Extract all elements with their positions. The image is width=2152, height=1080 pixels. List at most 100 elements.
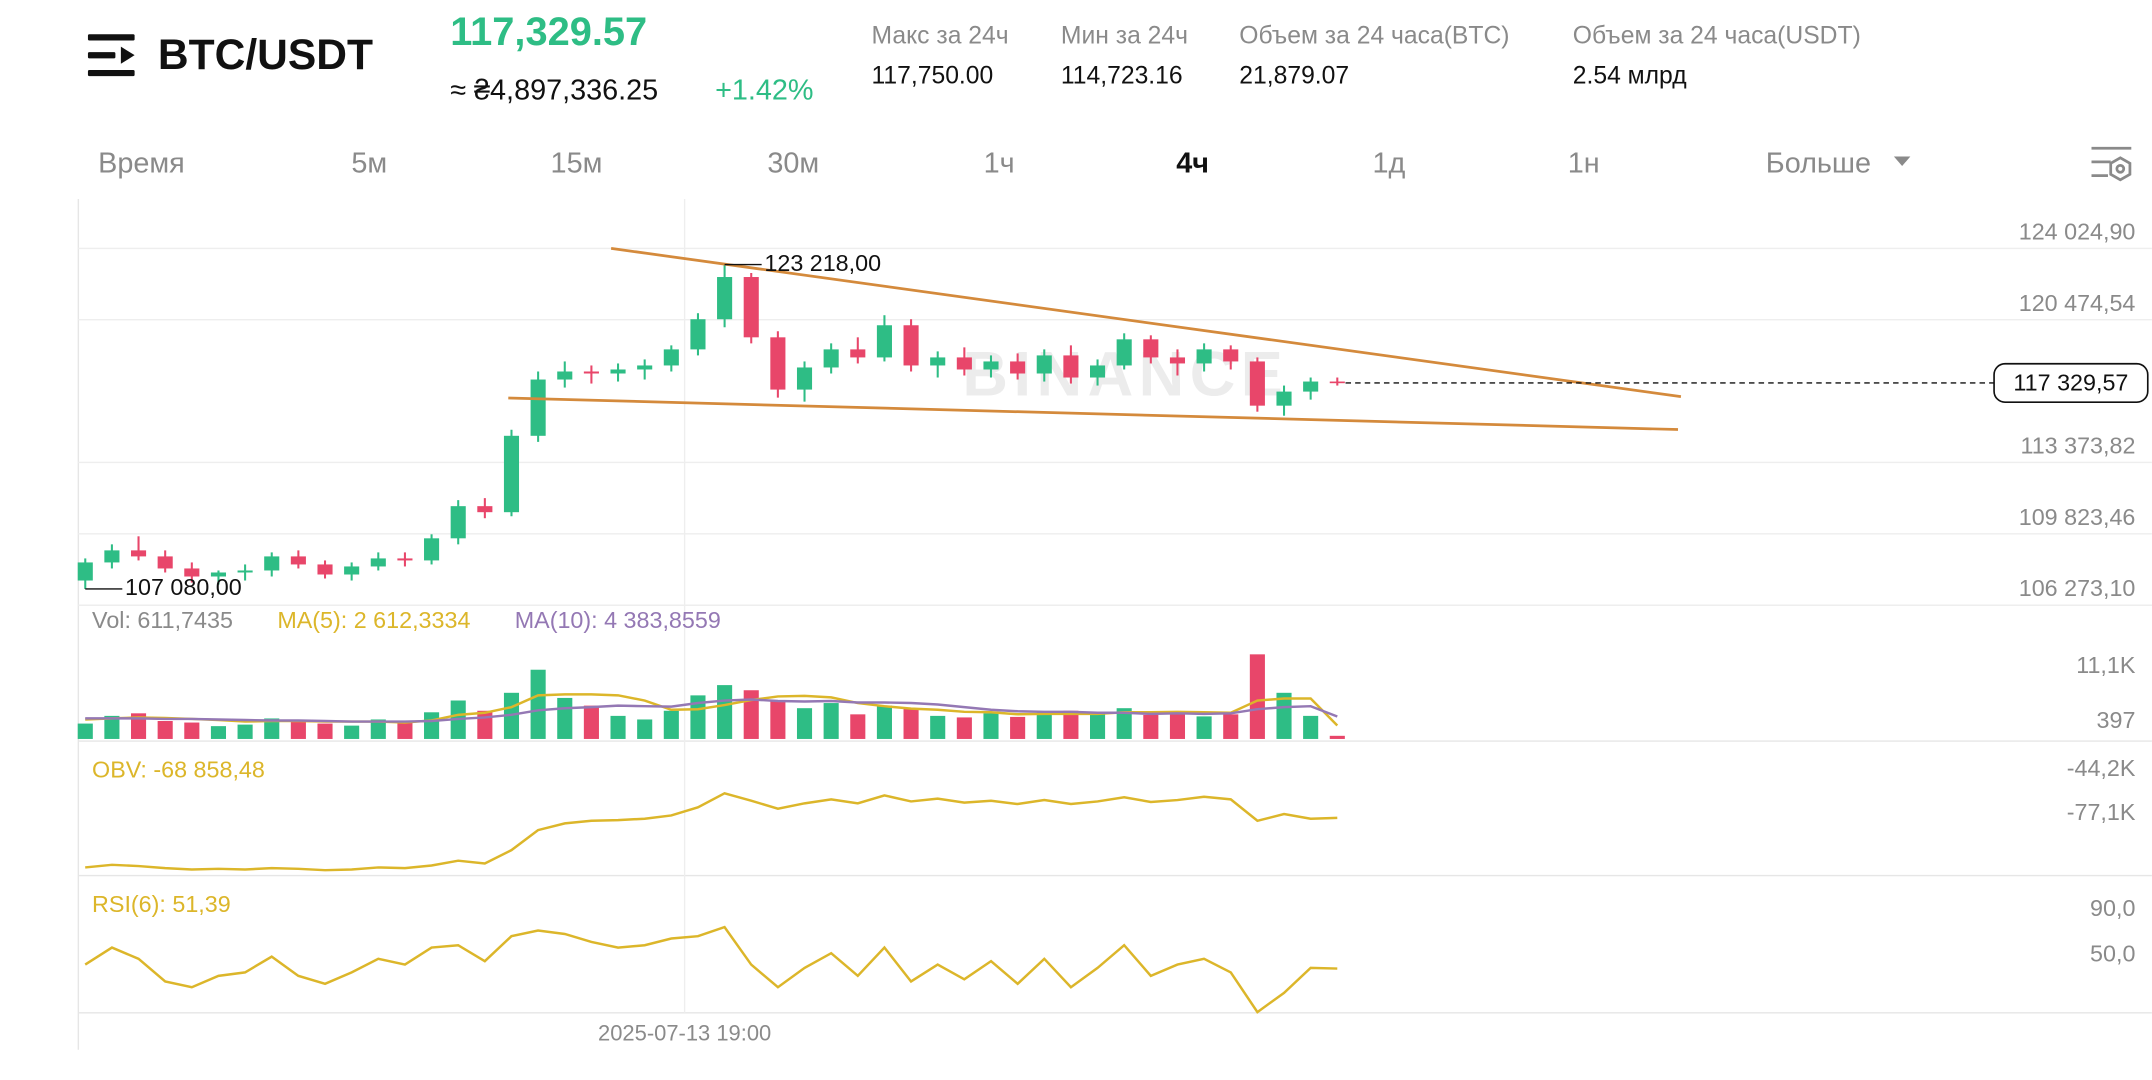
y-tick-label: 120 474,54 — [2019, 290, 2136, 316]
icon-dot — [2115, 163, 2126, 174]
menu-bar — [87, 52, 116, 59]
candle-body — [317, 564, 333, 575]
volume-bar — [1010, 716, 1026, 739]
stat-label: Мин за 24ч — [1061, 23, 1188, 50]
stat-label: Объем за 24 часа(BTC) — [1239, 23, 1509, 50]
volume-bar — [796, 708, 813, 739]
volume-bar — [1116, 708, 1132, 739]
volume-bar — [130, 713, 147, 739]
volume-bar — [237, 724, 253, 739]
legend-label: OBV: -68 858,48 — [92, 756, 265, 782]
volume-bar — [823, 703, 839, 739]
stat-value: 21,879.07 — [1239, 62, 1349, 89]
candle-body — [717, 277, 733, 320]
more-caret — [1893, 156, 1911, 167]
candle-body — [530, 379, 546, 436]
candle-body — [956, 357, 972, 370]
y-tick-label: -77,1K — [2067, 799, 2136, 825]
trend-line — [508, 396, 1679, 431]
candle-body — [1169, 357, 1186, 364]
indicator-line — [84, 925, 1338, 1014]
volume-bar — [1063, 710, 1079, 739]
price-change: +1.42% — [715, 75, 813, 107]
volume-bar — [1303, 715, 1319, 739]
volume-bar — [770, 700, 786, 739]
interval-tab[interactable]: 4ч — [1176, 147, 1209, 179]
legend-label: Vol: 611,7435 — [92, 607, 233, 633]
interval-tab[interactable]: 1д — [1372, 147, 1405, 179]
icon-hex — [2109, 156, 2132, 182]
candle-body — [1143, 339, 1159, 358]
volume-bar — [956, 717, 972, 739]
volume-bar — [663, 710, 679, 739]
candle-body — [370, 558, 386, 567]
candle-body — [583, 371, 599, 374]
volume-bar — [743, 690, 759, 739]
candle-body — [983, 361, 999, 370]
volume-bar — [690, 695, 706, 739]
volume-bar — [1143, 714, 1159, 739]
y-tick-label: 124 024,90 — [2019, 218, 2136, 244]
candle-body — [397, 558, 413, 561]
menu-bar — [87, 34, 135, 41]
price-local: ≈ ₴4,897,336.25 — [450, 75, 658, 107]
stat-label: Объем за 24 часа(USDT) — [1573, 23, 1861, 50]
volume-bar — [1196, 716, 1212, 739]
candle-body — [1116, 339, 1132, 366]
candle-body — [1196, 349, 1212, 364]
candle-body — [903, 325, 919, 366]
candle-body — [1276, 391, 1292, 406]
volume-bar — [1036, 712, 1052, 739]
volume-bar — [876, 705, 892, 739]
candle-body — [1010, 361, 1026, 374]
candle-body — [184, 568, 200, 577]
y-tick-label: 11,1K — [2076, 652, 2136, 678]
candle-body — [157, 556, 173, 569]
candle-body — [424, 538, 440, 561]
volume-bar — [77, 723, 93, 739]
candle-body — [477, 506, 493, 513]
menu-icon[interactable] — [87, 34, 135, 77]
settings-icon[interactable] — [2091, 146, 2132, 182]
last-price: 117,329.57 — [450, 10, 647, 54]
candle-body — [450, 506, 466, 539]
volume-bar — [1223, 714, 1239, 739]
candle-body — [690, 319, 706, 350]
interval-tab[interactable]: Больше — [1766, 147, 1871, 179]
trend-line — [610, 247, 1682, 398]
volume-bar — [290, 721, 306, 739]
interval-tab[interactable]: 1н — [1568, 147, 1600, 179]
volume-bar — [850, 714, 866, 739]
volume-bar — [157, 721, 173, 739]
candle-body — [1089, 365, 1106, 378]
volume-bar — [264, 718, 280, 739]
interval-tab[interactable]: Время — [98, 147, 185, 179]
candle-body — [210, 572, 227, 577]
chart: 2025-07-13 19:00 124 024,90 120 474,54 113 … — [77, 198, 2152, 1050]
stat-value: 114,723.16 — [1061, 62, 1183, 89]
volume-bar — [983, 713, 999, 739]
candle-body — [1063, 355, 1079, 378]
ma-line — [85, 698, 1338, 723]
volume-bar — [1169, 712, 1186, 739]
interval-tab[interactable]: 15м — [551, 147, 603, 179]
candle-body — [344, 566, 360, 575]
candle-body — [1036, 355, 1052, 374]
volume-bar — [717, 685, 733, 739]
volume-bar — [344, 725, 360, 739]
y-tick-label: 106 273,10 — [2019, 575, 2136, 601]
symbol[interactable]: BTC/USDT — [158, 31, 373, 79]
candle-body — [503, 435, 520, 513]
candle-body — [264, 556, 280, 571]
interval-tab[interactable]: 30м — [767, 147, 819, 179]
candle-body — [130, 550, 147, 557]
candle-body — [237, 570, 253, 573]
candle-body — [796, 367, 813, 390]
interval-tab[interactable]: 5м — [351, 147, 387, 179]
volume-bar — [903, 708, 919, 739]
candle-body — [1223, 349, 1239, 362]
menu-bar — [87, 69, 135, 77]
interval-tab[interactable]: 1ч — [984, 147, 1015, 179]
